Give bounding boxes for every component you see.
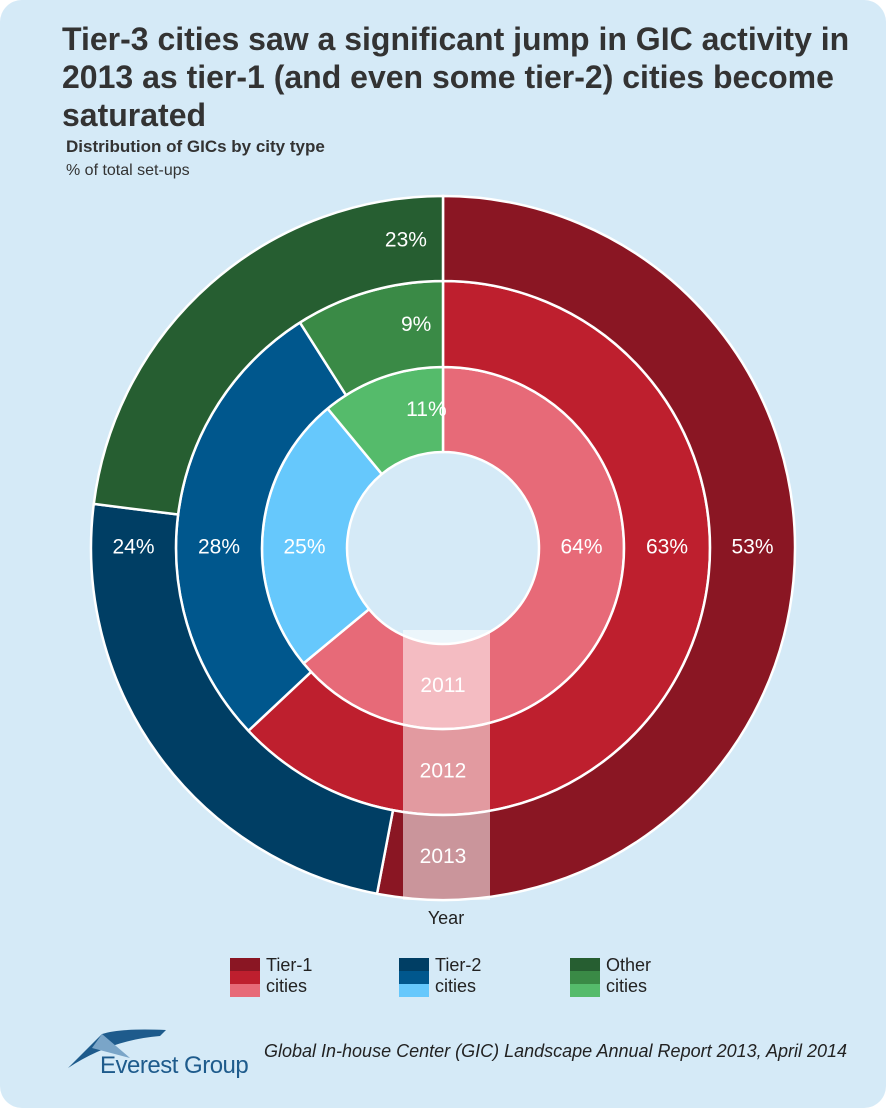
legend-swatch <box>570 971 600 984</box>
logo: Everest Group <box>100 1052 249 1079</box>
legend-swatch <box>570 984 600 997</box>
legend-label: Tier-1 cities <box>266 955 313 996</box>
legend-swatch <box>230 971 260 984</box>
unit-note: % of total set-ups <box>66 162 190 179</box>
ring-label: 2011 <box>420 674 465 697</box>
chart-subtitle: Distribution of GICs by city type <box>66 137 325 156</box>
legend-swatch <box>399 958 429 971</box>
ring-label: 2013 <box>420 845 467 868</box>
legend-swatch <box>230 958 260 971</box>
data-label: 28% <box>198 536 240 559</box>
year-band <box>403 630 490 900</box>
data-label: 9% <box>401 313 431 336</box>
legend-label: Other cities <box>606 955 652 996</box>
data-label: 64% <box>560 536 602 559</box>
data-label: 25% <box>283 536 325 559</box>
logo-mark <box>92 1034 130 1058</box>
data-label: 53% <box>731 536 773 559</box>
data-label: 24% <box>112 536 154 559</box>
data-label: 11% <box>406 398 446 421</box>
data-label: 63% <box>646 536 688 559</box>
legend-swatch <box>230 984 260 997</box>
ring-label: 2012 <box>420 760 467 783</box>
donut-segment <box>92 194 445 516</box>
logo-mark <box>68 1029 166 1068</box>
ring-axis-label: Year <box>428 908 464 928</box>
data-label: 23% <box>385 228 427 251</box>
source: Global In-house Center (GIC) Landscape A… <box>264 1041 848 1061</box>
legend-swatch <box>399 971 429 984</box>
chart-title: Tier-3 cities saw a significant jump in … <box>62 21 850 133</box>
legend-swatch <box>570 958 600 971</box>
legend-label: Tier-2 cities <box>435 955 482 996</box>
legend-swatch <box>399 984 429 997</box>
